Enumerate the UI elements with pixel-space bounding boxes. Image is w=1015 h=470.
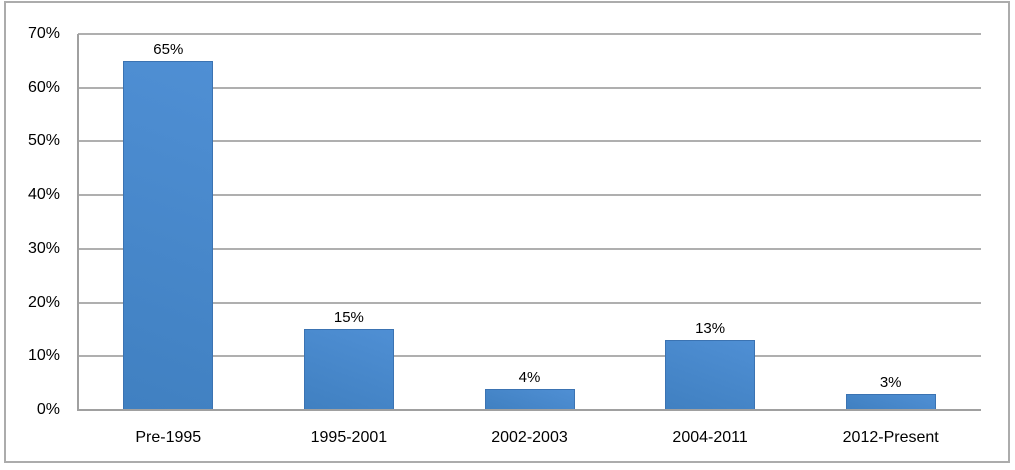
- y-tick-label: 40%: [27, 186, 60, 204]
- y-tick-label: 60%: [27, 78, 60, 96]
- y-tick-label: 70%: [27, 25, 60, 42]
- x-axis-line: [77, 409, 981, 411]
- bar-2002-2003: [484, 388, 575, 410]
- bar-value-label: 3%: [879, 373, 902, 391]
- bar-value-label: 4%: [518, 368, 541, 386]
- chart-outer-border: [4, 1, 1010, 463]
- category-label: 1995-2001: [310, 429, 388, 446]
- category-label: 2002-2003: [491, 429, 568, 446]
- bar-Pre-1995: [123, 60, 214, 410]
- bar-value-label: 65%: [153, 40, 184, 58]
- y-tick-label: 20%: [27, 293, 60, 311]
- bar-2004-2011: [665, 340, 756, 410]
- gridline-60: [78, 86, 981, 89]
- y-axis-line: [77, 34, 79, 410]
- bar-1995-2001: [303, 329, 394, 410]
- gridline-30: [78, 247, 981, 250]
- bar-2012-Present: [845, 393, 936, 410]
- gridline-20: [78, 301, 981, 304]
- y-tick-label: 30%: [27, 239, 60, 257]
- bar-value-label: 15%: [333, 309, 364, 327]
- gridline-10: [78, 355, 981, 358]
- category-label: 2012-Present: [842, 429, 939, 446]
- gridline-70: [78, 33, 981, 35]
- y-tick-label: 50%: [27, 132, 60, 150]
- y-tick-label: 10%: [27, 347, 60, 365]
- bar-value-label: 13%: [695, 320, 726, 338]
- gridline-50: [78, 140, 981, 143]
- y-tick-label: 0%: [36, 401, 60, 418]
- category-label: 2004-2011: [672, 429, 748, 446]
- gridline-40: [78, 194, 981, 197]
- category-label: Pre-1995: [135, 429, 202, 446]
